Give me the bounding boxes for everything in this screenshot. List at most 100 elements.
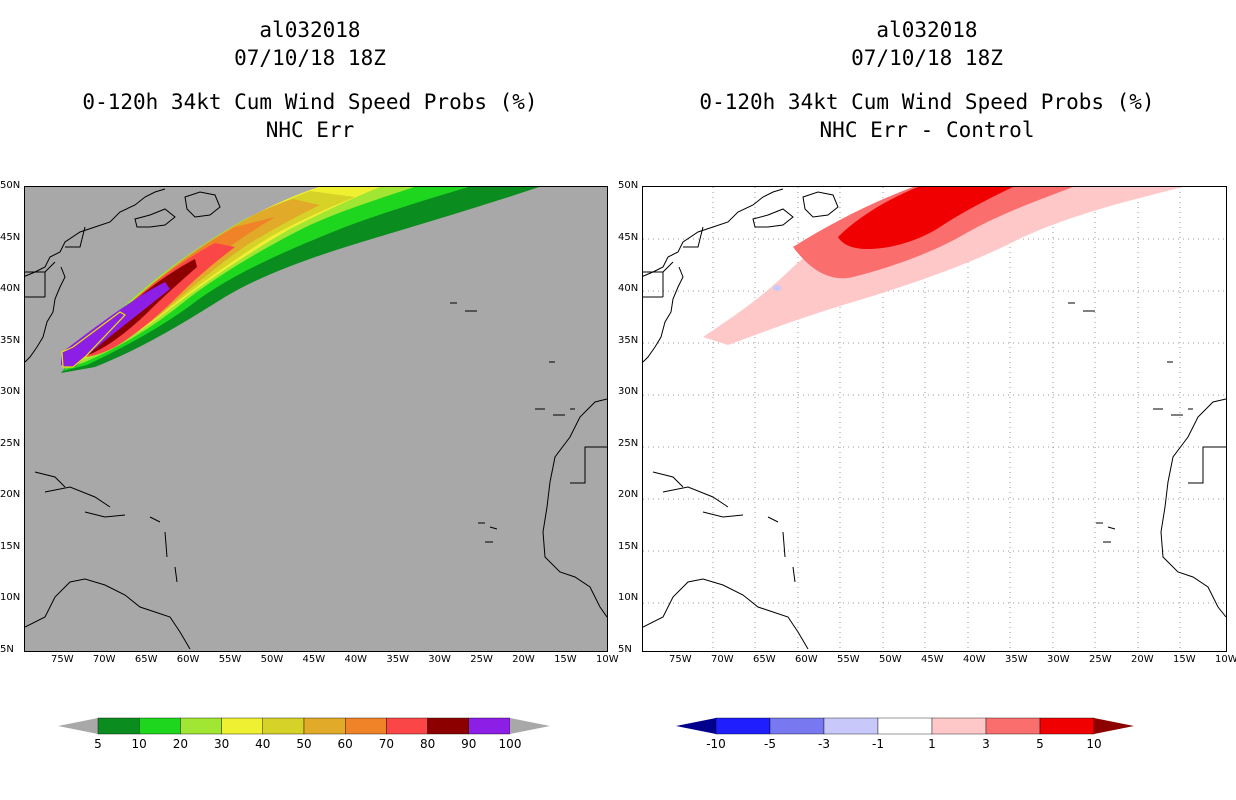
left-colorbar-segment xyxy=(345,717,387,735)
left-map-svg xyxy=(25,187,607,650)
left-colorbar-segment xyxy=(221,717,264,735)
diff-band-3 xyxy=(793,187,1073,279)
right-subtitle: NHC Err - Control xyxy=(819,118,1035,142)
right-coastlines xyxy=(643,188,1226,650)
left-colorbar-segment xyxy=(386,717,428,735)
canary-islands xyxy=(535,408,575,416)
left-colorbar-label: 100 xyxy=(498,737,522,751)
canary-islands xyxy=(1153,408,1193,416)
right-colorbar-label: 1 xyxy=(928,737,936,751)
right-colorbar-segment xyxy=(823,717,879,735)
lat-label-25n: 25N xyxy=(618,437,639,449)
lat-label-15n: 15N xyxy=(618,540,639,552)
lon-label-70w: 70W xyxy=(711,654,734,665)
lon-label-10w: 10W xyxy=(596,654,619,665)
lon-label-50w: 50W xyxy=(879,654,902,665)
left-colorbar xyxy=(58,717,550,735)
newfoundland-outline xyxy=(802,191,839,218)
lon-label-15w: 15W xyxy=(554,654,577,665)
south-america-coast xyxy=(643,578,809,650)
state-borders xyxy=(643,226,704,298)
right-colorbar xyxy=(676,717,1134,735)
lon-label-40w: 40W xyxy=(963,654,986,665)
prob-band-20 xyxy=(65,187,415,369)
diff-negative-patch xyxy=(773,285,781,291)
left-colorbar-label: 10 xyxy=(131,737,147,751)
lon-label-25w: 25W xyxy=(1089,654,1112,665)
lat-label-45n: 45N xyxy=(618,231,639,243)
lon-label-30w: 30W xyxy=(428,654,451,665)
right-colorbar-segment xyxy=(985,717,1041,735)
lat-label-30n: 30N xyxy=(0,386,21,398)
lon-label-55w: 55W xyxy=(837,654,860,665)
lat-label-20n: 20N xyxy=(618,489,639,501)
left-colorbar-label: 50 xyxy=(296,737,312,751)
right-colorbar-label: -3 xyxy=(818,737,830,751)
lat-label-35n: 35N xyxy=(0,334,21,346)
right-colorbar-label: -10 xyxy=(706,737,726,751)
left-title-block: al032018 07/10/18 18Z 0-120h 34kt Cum Wi… xyxy=(30,16,590,144)
left-colorbar-label: 70 xyxy=(378,737,395,751)
left-colorbar-segment xyxy=(427,717,470,735)
lat-label-5n: 5N xyxy=(0,644,14,655)
lat-label-30n: 30N xyxy=(618,386,639,398)
right-colorbar-label: 10 xyxy=(1086,737,1102,751)
left-colorbar-label: 30 xyxy=(213,737,230,751)
lon-label-60w: 60W xyxy=(176,654,200,665)
lon-label-15w: 15W xyxy=(1173,654,1196,665)
caribbean-islands xyxy=(34,471,178,583)
azores-islands xyxy=(450,302,555,363)
cape-verde-islands xyxy=(478,522,498,543)
lon-label-65w: 65W xyxy=(753,654,776,665)
left-colorbar-low-arrow xyxy=(58,718,98,734)
lon-label-35w: 35W xyxy=(1005,654,1028,665)
right-colorbar-segment xyxy=(715,717,771,735)
right-colorbar-segment xyxy=(1039,717,1095,735)
left-colorbar-segment xyxy=(303,717,346,735)
africa-coast xyxy=(1160,398,1226,618)
right-colorbar-low-arrow xyxy=(676,718,716,734)
right-colorbar-segment xyxy=(877,717,933,735)
left-colorbar-label: 40 xyxy=(255,737,271,751)
lon-label-40w: 40W xyxy=(344,654,368,665)
left-coastlines xyxy=(25,188,607,650)
lat-label-10n: 10N xyxy=(0,592,21,604)
caribbean-islands xyxy=(652,471,796,583)
africa-coast xyxy=(542,398,607,618)
nova-scotia-outline xyxy=(752,208,794,228)
left-colorbar-segment xyxy=(138,717,181,735)
right-colorbar-label: 3 xyxy=(982,737,990,751)
lat-label-50n: 50N xyxy=(618,180,639,191)
right-graticule xyxy=(643,187,1226,651)
azores-islands xyxy=(1068,302,1173,363)
lat-label-35n: 35N xyxy=(618,334,639,346)
lon-label-45w: 45W xyxy=(921,654,944,665)
lon-label-75w: 75W xyxy=(51,654,74,665)
lon-label-10w: 10W xyxy=(1215,654,1236,665)
right-colorbar-label: -5 xyxy=(764,737,776,751)
right-storm-id: al032018 xyxy=(876,18,978,42)
lon-label-75w: 75W xyxy=(669,654,692,665)
africa-border xyxy=(1188,446,1226,484)
left-colorbar-segment xyxy=(468,717,511,735)
newfoundland-outline xyxy=(184,191,221,218)
right-colorbar-label: 5 xyxy=(1036,737,1044,751)
left-colorbar-label: 60 xyxy=(337,737,353,751)
lat-label-10n: 10N xyxy=(618,592,639,604)
cape-verde-islands xyxy=(1096,522,1116,543)
lon-label-20w: 20W xyxy=(1131,654,1154,665)
left-storm-id: al032018 xyxy=(259,18,361,42)
south-america-coast xyxy=(25,578,191,650)
prob-band-100 xyxy=(61,311,126,368)
right-product-title: 0-120h 34kt Cum Wind Speed Probs (%) xyxy=(699,90,1155,114)
lat-label-40n: 40N xyxy=(0,283,21,295)
left-datetime: 07/10/18 18Z xyxy=(234,46,386,70)
left-colorbar-segment xyxy=(262,717,305,735)
lat-label-40n: 40N xyxy=(618,283,639,295)
africa-border xyxy=(570,446,607,484)
lon-label-35w: 35W xyxy=(386,654,409,665)
lon-label-45w: 45W xyxy=(302,654,326,665)
right-datetime: 07/10/18 18Z xyxy=(851,46,1003,70)
diff-band-1 xyxy=(703,187,1183,345)
nova-scotia-outline xyxy=(134,208,176,228)
